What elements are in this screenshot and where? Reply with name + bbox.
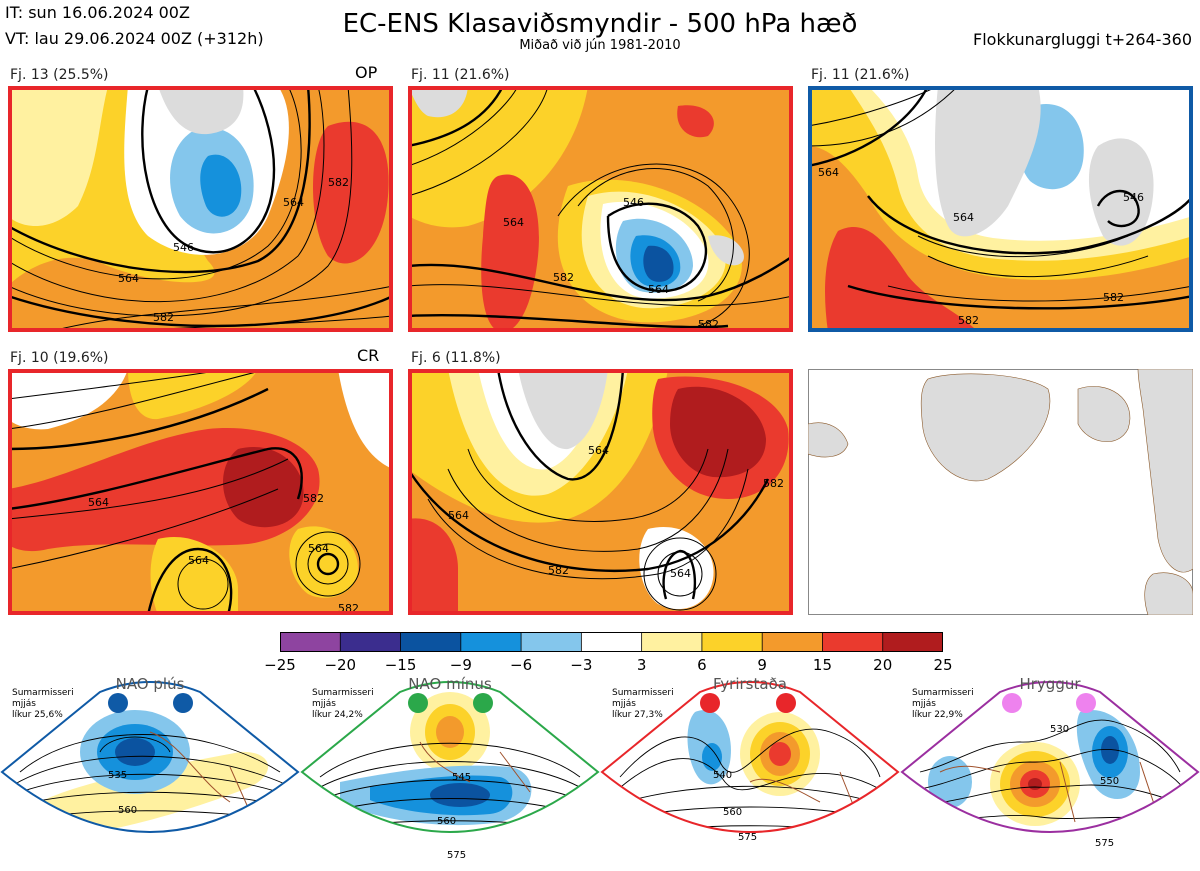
panel-5-contour-label-4: 564 (670, 567, 691, 580)
initial-time: IT: sun 16.06.2024 00Z (5, 3, 190, 22)
panel-4-contour-label-3: 582 (303, 492, 324, 505)
colorbar-cell (822, 632, 884, 652)
colorbar-tick-label: 3 (636, 656, 647, 674)
colorbar-cell (762, 632, 823, 652)
valid-time: VT: lau 29.06.2024 00Z (+312h) (5, 29, 264, 48)
regime-fyrirstada: 540 560 575 Fyrirstaða Sumarmisseri mjjá… (600, 672, 900, 871)
page-subtitle: Miðað við jún 1981-2010 (519, 38, 681, 53)
panel-2-contour-label-4: 564 (648, 283, 669, 296)
panel-4-contour-label-5: 564 (308, 542, 329, 555)
colorbar-tick-label: −3 (570, 656, 593, 674)
panel-1-contour-label-3: 582 (153, 311, 174, 324)
panel-2-contour-label-3: 582 (553, 271, 574, 284)
regime-3-contour-label-3: 575 (738, 832, 757, 843)
colorbar-cell (280, 632, 341, 652)
cluster-map-2: 546 564 582 564 582 (408, 86, 793, 332)
panel-5-contour-label-2: 564 (448, 509, 469, 522)
panel-1-contour-label-5: 564 (283, 196, 304, 209)
panel-3-contour-label-3: 564 (953, 211, 974, 224)
regime-3-contour-label-1: 540 (713, 770, 732, 781)
colorbar-tick-label: −20 (324, 656, 357, 674)
panel-4-contour-label-2: 564 (188, 554, 209, 567)
regime-3-contour-label-2: 560 (723, 807, 742, 818)
panel-4-label: Fj. 10 (19.6%) (10, 350, 109, 366)
regime-1-note: Sumarmisseri mjjás líkur 25,6% (12, 688, 74, 720)
regime-3-note: Sumarmisseri mjjás líkur 27,3% (612, 688, 674, 720)
panel-1-contour-label-4: 582 (328, 176, 349, 189)
base-map (808, 369, 1193, 615)
regime-3-title: Fyrirstaða (713, 675, 787, 693)
panel-2-contour-label-5: 582 (698, 318, 719, 331)
regime-1-contour-label-2: 560 (118, 805, 137, 816)
panel-3-contour-label-2: 546 (1123, 191, 1144, 204)
cluster-map-5: 564 564 582 564 582 (408, 369, 793, 615)
colorbar-cell (460, 632, 522, 652)
regime-4-note: Sumarmisseri mjjás líkur 22,9% (912, 688, 974, 720)
regime-hryggur: 530 550 575 Hryggur Sumarmisseri mjjás l… (900, 672, 1200, 871)
regime-2-title: NAO mínus (408, 675, 492, 693)
panel-1-contour-label-1: 546 (173, 241, 194, 254)
regime-2-contour-label-1: 545 (452, 772, 471, 783)
colorbar-cell (641, 632, 703, 652)
panel-3-label: Fj. 11 (21.6%) (811, 67, 910, 83)
panel-5-contour-label-3: 582 (763, 477, 784, 490)
colorbar-tick-label: 25 (933, 656, 953, 674)
regime-nao-plus: 535 560 NAO plús Sumarmisseri mjjás líku… (0, 672, 300, 871)
panel-2-label: Fj. 11 (21.6%) (411, 67, 510, 83)
colorbar-tick-label: −25 (264, 656, 296, 674)
colorbar-tick-label: −9 (449, 656, 472, 674)
colorbar-cell (701, 632, 763, 652)
panel-3-contour-label-4: 582 (1103, 291, 1124, 304)
colorbar-tick-label: −6 (510, 656, 533, 674)
regime-2-note: Sumarmisseri mjjás líkur 24,2% (312, 688, 374, 720)
color-legend (280, 632, 944, 656)
page-title: EC-ENS Klasaviðsmyndir - 500 hPa hæð (342, 9, 858, 39)
colorbar-cell (400, 632, 462, 652)
regime-2-contour-label-2: 560 (437, 816, 456, 827)
cluster-map-4: 564 564 582 582 564 (8, 369, 393, 615)
regime-4-contour-label-2: 550 (1100, 776, 1119, 787)
classification-window: Flokkunargluggi t+264-360 (973, 30, 1192, 49)
regime-2-contour-label-3: 575 (447, 850, 466, 861)
panel-2-contour-label-1: 546 (623, 196, 644, 209)
colorbar-cell (340, 632, 402, 652)
panel-5-contour-label-5: 582 (548, 564, 569, 577)
panel-1-contour-label-2: 564 (118, 272, 139, 285)
colorbar-tick-label: −15 (384, 656, 417, 674)
regime-nao-minus: 545 560 575 NAO mínus Sumarmisseri mjjás… (300, 672, 600, 871)
panel-4-tag: CR (357, 346, 380, 365)
cluster-map-3: 564 546 564 582 582 (808, 86, 1193, 332)
regime-4-contour-label-1: 530 (1050, 724, 1069, 735)
regime-4-title: Hryggur (1019, 675, 1081, 693)
panel-3-contour-label-1: 564 (818, 166, 839, 179)
colorbar-tick-label: 15 (812, 656, 832, 674)
colorbar-cell (521, 632, 582, 652)
panel-3-contour-label-5: 582 (958, 314, 979, 327)
panel-2-contour-label-2: 564 (503, 216, 524, 229)
panel-5-label: Fj. 6 (11.8%) (411, 350, 501, 366)
panel-4-contour-label-1: 564 (88, 496, 109, 509)
regime-4-contour-label-3: 575 (1095, 838, 1114, 849)
regime-1-title: NAO plús (115, 675, 185, 693)
panel-1-label: Fj. 13 (25.5%) (10, 67, 109, 83)
colorbar-cell (882, 632, 944, 652)
panel-1-tag: OP (355, 63, 378, 82)
colorbar-tick-label: 6 (697, 656, 707, 674)
cluster-map-1: 546 564 582 582 564 (8, 86, 393, 332)
colorbar-tick-label: 20 (873, 656, 893, 674)
colorbar-cell (581, 632, 643, 652)
panel-5-contour-label-1: 564 (588, 444, 609, 457)
colorbar-tick-label: 9 (757, 656, 767, 674)
regime-1-contour-label-1: 535 (108, 770, 127, 781)
